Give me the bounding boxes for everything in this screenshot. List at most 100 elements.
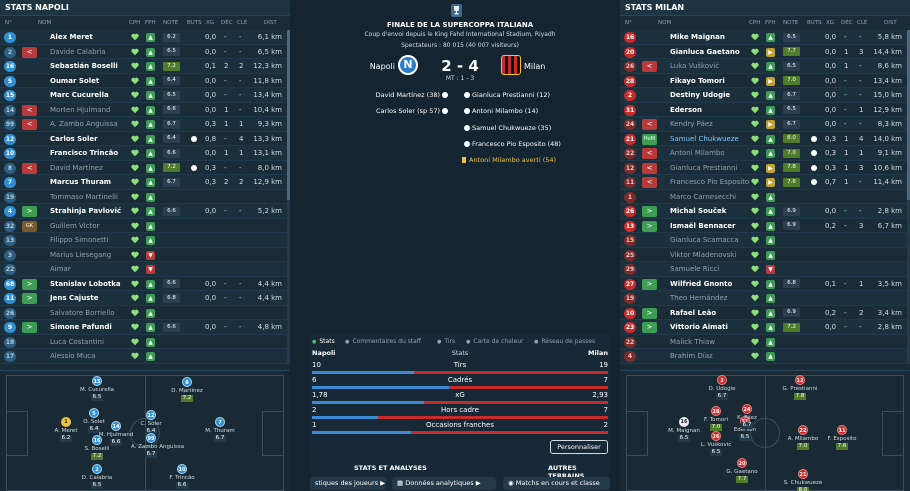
formation-player[interactable]: 10 F. Trincão 6.6 (162, 464, 202, 489)
table-row[interactable]: 25 Viktor Mladenovski ▲ (620, 248, 910, 262)
col-note[interactable]: NOTE (163, 20, 179, 26)
player-name[interactable]: David Martínez (50, 163, 103, 172)
scrollbar[interactable] (287, 30, 290, 364)
table-row[interactable]: 5 Oumar Solet ▲ 6.4 0,0- -11,8 km (0, 74, 290, 88)
formation-player[interactable]: 12 C. Soler 6.4 (131, 410, 171, 435)
table-row[interactable]: 22 Malick Thiaw ▲ (620, 335, 910, 349)
player-name[interactable]: Davide Calabria (50, 47, 106, 56)
player-name[interactable]: Theo Hernández (670, 294, 728, 302)
table-row[interactable]: 32 GK Guillem Victor ▲ (0, 219, 290, 233)
table-row[interactable]: 1 Alex Meret ▲ 6.2 0,0- -6,1 km (0, 30, 290, 45)
formation-player[interactable]: 14 M. Hjulmand 6.6 (96, 421, 136, 446)
tab-pass-network[interactable]: Réseau de passes (534, 338, 595, 345)
col-cph[interactable]: CPH (129, 20, 141, 26)
player-name[interactable]: Simone Pafundi (50, 323, 112, 331)
away-goal-event[interactable]: Gianluca Prestianni (12) (462, 91, 550, 99)
player-name[interactable]: Marcus Thuram (50, 178, 112, 186)
player-name[interactable]: Alessio Muca (50, 352, 96, 360)
player-name[interactable]: Marco Carnesecchi (670, 192, 737, 201)
scroll-thumb[interactable] (907, 30, 910, 200)
table-row[interactable]: 2 < Davide Calabria ▲ 6.5 0,0- -6,5 km (0, 45, 290, 59)
formation-player[interactable]: 16 S. Boselli 7.2 (77, 435, 117, 460)
player-name[interactable]: Brahim Díaz (670, 352, 713, 360)
table-row[interactable]: 7 Marcus Thuram ▲ 6.7 0,3 2 2 12,9 km (0, 175, 290, 190)
player-name[interactable]: Samuele Ricci (670, 265, 720, 273)
table-row[interactable]: 24 < Kendry Páez ▶ 6.7 0,0- -8,3 km (620, 117, 910, 132)
player-name[interactable]: Antoni Milambo (670, 149, 725, 157)
player-name[interactable]: Tommaso Martinelli (50, 192, 118, 201)
player-name[interactable]: Vittorio Aimati (670, 323, 728, 331)
player-name[interactable]: Gianluca Prestianni (670, 163, 738, 172)
scroll-thumb[interactable] (287, 30, 290, 200)
player-name[interactable]: Stanislav Lobotka (50, 279, 121, 288)
player-name[interactable]: Wilfried Gnonto (670, 279, 733, 288)
home-goal-event[interactable]: David Martínez (38) (376, 91, 450, 99)
player-name[interactable]: Strahinja Pavlović (50, 207, 122, 215)
tab-heatmap[interactable]: Carte de chaleur (466, 338, 523, 345)
formation-player[interactable]: 7 M. Thuram 6.7 (200, 417, 240, 442)
player-name[interactable]: Morten Hjulmand (50, 105, 111, 114)
table-row[interactable]: 13 Filippo Simonetti ▲ (0, 233, 290, 248)
table-row[interactable]: 31 Ederson ▲ 6.5 0,0- 1 12,9 km (620, 103, 910, 117)
col-name[interactable]: NOM (658, 20, 672, 26)
formation-player[interactable]: 15 M. Cucurella 6.5 (77, 376, 117, 401)
formation-player[interactable]: 22 A. Milambo 7.0 (783, 425, 823, 450)
formation-player[interactable]: 26 L. Vušković 6.5 (696, 431, 736, 456)
player-name[interactable]: Guillem Victor (50, 221, 100, 230)
player-name[interactable]: Viktor Mladenovski (670, 250, 737, 259)
table-row[interactable]: 15 Gianluca Scamacca ▲ (620, 233, 910, 248)
formation-player[interactable]: 5 O. Solet 6.4 (74, 408, 114, 433)
home-team-name[interactable]: Napoli (369, 62, 395, 71)
col-note[interactable]: NOTE (783, 20, 799, 26)
yellow-card-event[interactable]: Antoni Milambo averti (54) (462, 156, 556, 164)
col-fph[interactable]: FPH (765, 20, 776, 26)
player-name[interactable]: Luca Costantini (50, 337, 104, 346)
col-cle[interactable]: CLÉ (857, 20, 868, 26)
table-row[interactable]: 1 Marco Carnesecchi ▲ (620, 190, 910, 204)
analytics-button[interactable]: ▦ Données analytiques ▶ (392, 477, 496, 490)
col-xg[interactable]: XG (206, 20, 215, 26)
table-row[interactable]: 2 Destiny Udogie ▲ 6.7 0,0- -15,0 km (620, 88, 910, 103)
table-row[interactable]: 19 Theo Hernández ▲ (620, 291, 910, 306)
formation-player[interactable]: 20 G. Gaetano 7.7 (722, 458, 762, 483)
player-name[interactable]: A. Zambo Anguissa (50, 120, 118, 128)
col-num[interactable]: N° (5, 20, 12, 26)
home-goal-event[interactable]: Carlos Soler (sp 57) (376, 107, 450, 115)
formation-player[interactable]: 16 M. Maignan 6.5 (664, 417, 704, 442)
table-row[interactable]: 12 < Gianluca Prestianni ▶ 7.8 0,3 1 3 10,6 km (620, 161, 910, 175)
col-cph[interactable]: CPH (749, 20, 761, 26)
away-goal-event[interactable]: Francesco Pio Esposito (48) (462, 140, 561, 148)
formation-player[interactable]: 11 F. Esposito 7.6 (822, 425, 862, 450)
table-row[interactable]: 13 > Ismaël Bennacer ▲ 6.9 0,2- 3 6,7 km (620, 219, 910, 233)
napoli-crest-icon[interactable]: N (398, 55, 418, 75)
col-dec[interactable]: DÉC (221, 20, 233, 26)
table-row[interactable]: 26 < Luka Vušković ▲ 6.5 0,0 1 - 8,6 km (620, 59, 910, 74)
milan-crest-icon[interactable] (501, 55, 521, 75)
player-name[interactable]: Gianluca Gaetano (670, 47, 740, 56)
table-row[interactable]: 11 > Jens Cajuste ▲ 6.8 0,0- -4,4 km (0, 291, 290, 306)
col-name[interactable]: NOM (38, 20, 52, 26)
table-row[interactable]: 68 > Stanislav Lobotka ▲ 6.6 0,0- -4,4 km (0, 277, 290, 291)
col-xg[interactable]: XG (826, 20, 835, 26)
col-dist[interactable]: DIST (884, 20, 897, 26)
col-dec[interactable]: DÉC (841, 20, 853, 26)
formation-player[interactable]: 21 S. Chukwueze 8.0 (783, 469, 823, 491)
table-row[interactable]: 22 Aimar ▼ (0, 262, 290, 277)
table-row[interactable]: 23 > Vittorio Aimati ▲ 7.2 0,0- -2,8 km (620, 320, 910, 335)
table-row[interactable]: 20 Gianluca Gaetano ▶ 7.7 0,0 1 3 14,4 km (620, 45, 910, 59)
player-name[interactable]: Kendry Páez (670, 120, 713, 128)
player-name[interactable]: Gianluca Scamacca (670, 236, 739, 244)
player-name[interactable]: Aimar (50, 265, 71, 273)
formation-player[interactable]: 12 G. Prestianni 7.8 (780, 375, 820, 400)
tab-staff-comments[interactable]: Commentaires du staff (345, 338, 421, 345)
player-name[interactable]: Francesco Pio Esposito (670, 178, 750, 186)
table-row[interactable]: 17 Alessio Muca ▲ (0, 349, 290, 364)
table-row[interactable]: 29 Samuele Ricci ▼ (620, 262, 910, 277)
player-name[interactable]: Michal Souček (670, 207, 727, 215)
table-row[interactable]: 18 Luca Costantini ▲ (0, 335, 290, 349)
player-name[interactable]: Francisco Trincão (50, 149, 119, 157)
table-row[interactable]: 10 > Rafael Leão ▲ 6.9 0,2- 2 3,4 km (620, 306, 910, 320)
table-row[interactable]: 8 < David Martínez ▲ 7.2 0,3- -8,0 km (0, 161, 290, 175)
table-row[interactable]: 15 Marc Cucurella ▲ 6.5 0,0- -13,4 km (0, 88, 290, 103)
table-row[interactable]: 11 < Francesco Pio Esposito ▶ 7.6 0,7 1 - 11,4 k… (620, 175, 910, 190)
